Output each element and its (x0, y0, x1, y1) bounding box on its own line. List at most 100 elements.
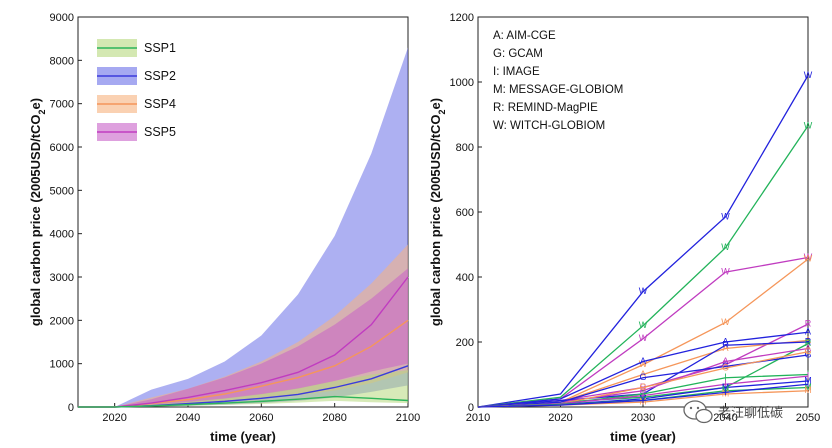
left-ylabel: global carbon price (2005USD/tCO2e) (28, 98, 47, 326)
left-ytick-label: 9000 (50, 12, 74, 24)
series-marker: I (807, 371, 810, 381)
series-marker: I (724, 387, 727, 397)
left-ytick-label: 1000 (50, 359, 74, 371)
series-marker: M (639, 397, 647, 407)
right-ytick-label: 400 (456, 272, 474, 284)
right-ytick-label: 1200 (450, 12, 474, 24)
annotation-line: R: REMIND-MagPIE (493, 102, 598, 114)
series-marker: I (724, 379, 727, 389)
series-line-i-ssp2 (477, 383, 809, 408)
series-marker: R (805, 338, 812, 348)
left-xlabel: time (year) (210, 429, 276, 444)
series-marker: M (639, 393, 647, 403)
annotation-line: I: IMAGE (493, 66, 540, 78)
annotation-line: A: AIM-CGE (493, 30, 556, 42)
right-ytick-label: 800 (456, 142, 474, 154)
annotation-line: G: GCAM (493, 48, 543, 60)
left-xtick-label: 2040 (176, 412, 200, 424)
series-marker: M (804, 382, 812, 392)
wechat-icon (683, 400, 713, 424)
series-marker: W (639, 333, 648, 343)
right-xtick-label: 2050 (796, 412, 820, 424)
series-marker: A (640, 369, 646, 379)
right-xtick-label: 2010 (466, 412, 490, 424)
right-ytick-label: 1000 (450, 77, 474, 89)
series-marker: M (722, 388, 730, 398)
left-ytick-label: 4000 (50, 229, 74, 241)
series-marker: G (639, 382, 646, 392)
legend-label-ssp2: SSP2 (144, 69, 176, 83)
left-ytick-label: 6000 (50, 142, 74, 154)
series-marker: I (807, 379, 810, 389)
left-ytick-label: 0 (68, 402, 74, 414)
right-ytick-label: 600 (456, 207, 474, 219)
series-marker: A (640, 356, 646, 366)
series-marker: A (805, 335, 811, 345)
median-line-ssp1 (78, 395, 409, 408)
series-marker: A (722, 336, 728, 346)
series-marker: W (804, 252, 813, 262)
series-marker: A (722, 356, 728, 366)
left-ytick-label: 2000 (50, 315, 74, 327)
legend: SSP1 SSP2 SSP4 SSP5 (97, 39, 176, 141)
left-ytick-label: 3000 (50, 272, 74, 284)
left-ytick-label: 8000 (50, 55, 74, 67)
right-ytick-label: 200 (456, 337, 474, 349)
right-chart: 2010 2020 2030 2040 2050 0 200 400 600 800 1000 120… (428, 12, 820, 444)
series-marker: R (805, 336, 812, 346)
series-marker: M (722, 385, 730, 395)
series-marker: M (804, 385, 812, 395)
legend-label-ssp5: SSP5 (144, 125, 176, 139)
series-marker: A (722, 343, 728, 353)
right-xtick-label: 2030 (631, 412, 655, 424)
series-line-a-ssp2 (477, 331, 809, 408)
left-chart: 2020 2040 2060 2080 2100 0 1000 2000 3000 4000 500… (28, 12, 420, 444)
legend-label-ssp4: SSP4 (144, 97, 176, 111)
left-xtick-label: 2020 (102, 412, 126, 424)
series-marker: W (804, 70, 813, 80)
legend-label-ssp1: SSP1 (144, 41, 176, 55)
series-marker: A (805, 327, 811, 337)
annotation-line: M: MESSAGE-GLOBIOM (493, 84, 623, 96)
series-marker: I (642, 388, 645, 398)
series-marker: I (724, 372, 727, 382)
series-marker: R (805, 319, 812, 329)
series-marker: W (721, 267, 730, 277)
left-ytick-label: 5000 (50, 185, 74, 197)
left-xtick-label: 2080 (322, 412, 346, 424)
series-marker: W (804, 254, 813, 264)
series-marker: G (722, 362, 729, 372)
left-ytick-label: 7000 (50, 99, 74, 111)
series-marker: G (804, 349, 811, 359)
series-marker: A (805, 343, 811, 353)
right-xtick-label: 2020 (548, 412, 572, 424)
series-marker: G (722, 361, 729, 371)
series-line-w-ssp1 (477, 125, 809, 408)
band-ssp5 (78, 268, 408, 407)
series-marker: W (639, 286, 648, 296)
model-annotations: A: AIM-CGE G: GCAM I: IMAGE M: MESSAGE-GLOB… (493, 30, 623, 132)
series-marker: I (642, 390, 645, 400)
series-marker: W (639, 359, 648, 369)
left-xtick-label: 2060 (249, 412, 273, 424)
right-ylabel: global carbon price (2005USD/tCO2e) (428, 98, 447, 326)
annotation-line: W: WITCH-GLOBIOM (493, 120, 605, 132)
right-xlabel: time (year) (610, 429, 676, 444)
series-marker: W (721, 317, 730, 327)
series-marker: W (721, 242, 730, 252)
right-xtick-label: 2040 (713, 412, 737, 424)
watermark: 老汪聊低碳 (683, 400, 783, 424)
series-marker: R (640, 392, 647, 402)
right-ytick-label: 0 (468, 402, 474, 414)
series-marker: M (804, 375, 812, 385)
series-marker: I (807, 369, 810, 379)
series-marker: G (639, 372, 646, 382)
left-xtick-label: 2100 (396, 412, 420, 424)
series-marker: M (722, 382, 730, 392)
band-ssp2 (78, 47, 408, 407)
series-marker: G (804, 346, 811, 356)
watermark-text: 老汪聊低碳 (718, 405, 783, 420)
series-marker: I (642, 395, 645, 405)
series-marker: A (640, 385, 646, 395)
